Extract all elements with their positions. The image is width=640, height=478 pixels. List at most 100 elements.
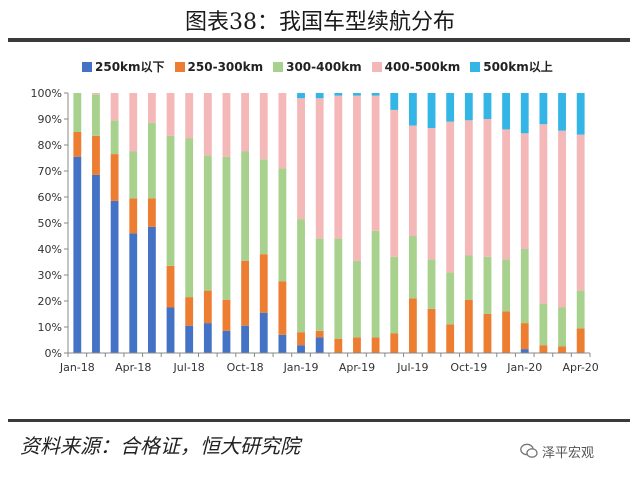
legend-item-250-300: 250-300km [174, 58, 264, 75]
y-tick-label: 60% [38, 191, 62, 204]
bar-segment [129, 233, 138, 353]
bar-segment [353, 93, 361, 96]
bar-segment [241, 93, 250, 152]
bar-segment [92, 94, 100, 136]
y-tick-label: 100% [31, 87, 62, 100]
bars-group [73, 93, 585, 353]
bar-segment [576, 134, 585, 291]
bar-segment [520, 249, 529, 324]
bar-segment [390, 93, 399, 110]
bar-segment [390, 256, 399, 334]
bar-segment [334, 238, 343, 339]
bar-segment [315, 93, 324, 99]
bar-segment [241, 325, 250, 353]
legend-label: 250-300km [187, 59, 264, 74]
x-tick-label: Oct-19 [450, 361, 487, 374]
bar-segment [502, 311, 511, 353]
x-tick-label: Jul-18 [173, 361, 205, 374]
bar-segment [110, 93, 119, 121]
bar-segment [464, 255, 473, 300]
bar-segment [334, 338, 343, 353]
x-tick-label: Apr-20 [563, 361, 599, 374]
bar-segment [371, 337, 380, 353]
bar-segment [297, 345, 305, 353]
bar-segment [427, 128, 436, 260]
y-tick-label: 20% [38, 295, 62, 308]
legend-item-400-500: 400-500km [371, 58, 460, 75]
watermark: 泽平宏观 [520, 440, 632, 462]
bar-segment [110, 120, 119, 155]
bar-segment [92, 93, 100, 95]
bar-segment [446, 93, 455, 122]
legend-item-300-400: 300-400km [273, 58, 362, 75]
bar-segment [520, 349, 529, 353]
bar-segment [259, 254, 268, 313]
bar-segment [166, 93, 175, 136]
legend-swatch [470, 61, 481, 72]
y-tick-label: 50% [38, 217, 62, 230]
x-tick-label: Jul-19 [396, 361, 428, 374]
bar-segment [464, 120, 473, 256]
legend-swatch [82, 61, 92, 72]
x-tick-label: Jan-19 [283, 361, 319, 374]
legend-label: 300-400km [286, 59, 362, 74]
bar-segment [539, 345, 548, 353]
bar-segment [129, 198, 138, 234]
legend-swatch [273, 61, 284, 72]
watermark-text: 泽平宏观 [542, 445, 595, 461]
y-tick-label: 0% [45, 347, 62, 360]
bar-segment [427, 259, 436, 309]
legend-item-500-above: 500km以上 [470, 58, 553, 75]
bar-segment [446, 272, 455, 325]
bar-segment [353, 337, 361, 353]
bar-segment [278, 281, 287, 335]
y-tick-label: 40% [38, 243, 62, 256]
bar-segment [539, 93, 548, 125]
bar-segment [185, 138, 194, 298]
bar-segment [483, 256, 492, 314]
bar-segment [278, 334, 287, 353]
chart-title: 图表38：我国车型续航分布 [185, 10, 455, 35]
bar-segment [222, 299, 231, 331]
bar-segment [278, 168, 287, 282]
bar-segment [334, 93, 343, 96]
bar-segment [576, 328, 585, 353]
bar-segment [483, 314, 492, 353]
bar-segment [147, 198, 156, 227]
bar-segment [73, 93, 82, 132]
wechat-icon [520, 443, 538, 458]
bar-segment [259, 159, 268, 255]
bar-segment [353, 95, 361, 261]
bottom-rule [8, 419, 630, 422]
bar-segment [558, 307, 566, 347]
bar-segment [203, 93, 212, 156]
bar-segment [222, 330, 231, 353]
bar-segment [315, 238, 324, 331]
bar-segment [371, 230, 380, 338]
bar-segment [502, 93, 511, 130]
bar-segment [241, 260, 250, 326]
bar-segment [185, 325, 194, 353]
bar-segment [129, 93, 138, 152]
bar-segment [203, 155, 212, 291]
bar-segment [297, 219, 305, 333]
bar-segment [446, 121, 455, 273]
bar-segment [147, 93, 156, 123]
bar-segment [558, 346, 566, 353]
bar-segment [315, 330, 324, 338]
bar-segment [427, 93, 436, 129]
bar-segment [110, 154, 119, 201]
bar-segment [464, 93, 473, 121]
bar-segment [297, 93, 305, 99]
bar-segment [222, 93, 231, 157]
bar-segment [92, 135, 100, 175]
bar-segment [129, 151, 138, 199]
bar-segment [371, 93, 380, 96]
top-rule [8, 38, 630, 42]
legend-swatch [371, 61, 382, 72]
legend-item-250-below: 250km以下 [82, 58, 165, 75]
bar-segment [576, 93, 585, 135]
y-tick-label: 10% [38, 321, 62, 334]
bar-segment [315, 98, 324, 239]
y-tick-label: 90% [38, 113, 62, 126]
